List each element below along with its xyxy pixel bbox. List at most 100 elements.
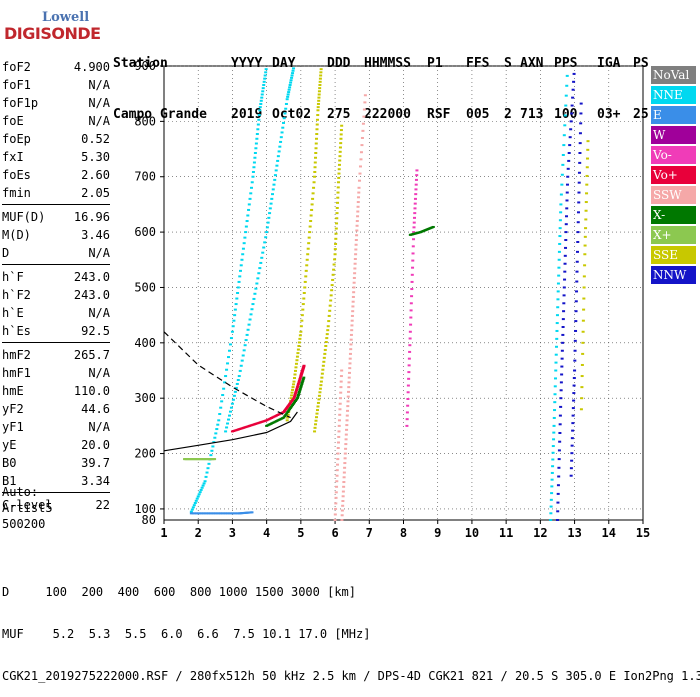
echo-point-nne [200,486,204,489]
echo-point-nnw [560,373,564,376]
echo-point-ssw [341,504,345,507]
echo-point-sse [316,114,320,117]
echo-point-nnw [572,80,576,83]
echo-point-vo- [409,316,413,319]
echo-point-ssw [336,458,340,461]
echo-point-vo- [293,392,297,395]
echo-point-ssw [341,500,345,503]
echo-point-nnw [558,414,562,417]
echo-point-nne [257,118,261,121]
echo-point-nne [238,269,242,272]
echo-point-sse [315,409,319,412]
echo-point-sse [289,397,293,400]
echo-point-nne [221,394,225,397]
echo-point-sse [290,394,294,397]
echo-point-nne [205,471,209,474]
echo-point-sse [325,337,329,340]
echo-point-nnw [560,349,564,352]
echo-point-sse [293,377,297,380]
echo-point-vo- [293,395,297,398]
echo-point-vo- [296,384,300,387]
echo-point-vo- [411,259,415,262]
echo-point-vo- [302,364,306,367]
echo-point-sse [583,253,587,256]
echo-point-sse [297,341,301,344]
echo-point-e [189,512,193,515]
echo-point-sse [296,352,300,355]
echo-point-vo- [407,371,411,374]
echo-point-vo- [414,178,418,181]
echo-point-nnw [559,381,563,384]
echo-point-sse [330,289,334,292]
echo-point-sse [333,253,337,256]
echo-point-sse [582,308,586,311]
echo-point-nne [251,303,255,306]
echo-point-ssw [341,495,345,498]
param-name: B0 [2,456,17,470]
echo-point-vo- [415,174,419,177]
echo-point-nne [554,353,558,356]
echo-point-e [230,512,234,515]
echo-point-ssw [340,519,344,521]
echo-point-sse [580,363,584,366]
echo-point-nne [553,409,557,412]
param-row: B0 39.7 [2,454,110,472]
echo-point-x- [287,409,291,412]
echo-point-sse [585,174,589,177]
echo-point-nne [209,454,213,457]
echo-point-nnw [566,167,570,170]
param-value: 110.0 [73,384,110,398]
header-label-1: YYYY [231,56,263,71]
echo-point-vo- [410,280,414,283]
param-value: 20.0 [81,438,110,452]
echo-point-sse [584,218,588,221]
echo-point-nne [215,428,219,431]
echo-point-sse [314,137,318,140]
echo-point-nnw [559,397,563,400]
echo-point-nne [228,343,232,346]
param-row: hmF2 265.7 [2,346,110,364]
echo-point-nne [218,413,222,416]
param-row: hmE 110.0 [2,382,110,400]
auto-label: Auto: [2,485,39,499]
echo-point-ssw [343,462,347,465]
echo-point-sse [317,90,321,93]
echo-point-vo- [412,221,416,224]
echo-point-nnw [578,152,582,155]
echo-point-nnw [561,318,565,321]
echo-point-ssw [355,234,359,237]
header-value-5: RSF [427,107,451,122]
param-name: yF2 [2,402,24,416]
echo-point-ssw [343,457,347,460]
echo-point-nne [553,393,557,396]
echo-point-sse [586,140,590,143]
echo-point-nnw [570,452,574,455]
echo-point-x- [282,416,286,419]
y-tick-label: 600 [134,225,156,239]
echo-point-sse [318,80,322,83]
echo-point-nnw [569,128,573,131]
echo-point-nnw [576,211,580,214]
echo-point-nne [252,161,256,164]
echo-point-nne [217,419,221,422]
echo-point-ssw [338,413,342,416]
echo-point-x- [285,412,289,415]
echo-point-ssw [336,441,340,444]
echo-point-e [236,512,240,515]
x-tick-label: 8 [400,526,407,540]
echo-point-sse [336,196,340,199]
echo-point-e [217,512,221,515]
echo-point-sse [312,186,316,189]
echo-point-vo- [408,337,412,340]
echo-point-sse [582,297,586,300]
echo-point-nnw [571,422,575,425]
echo-point-ssw [347,376,351,379]
param-value: 16.96 [73,210,110,224]
echo-point-nne [201,484,205,487]
echo-point-nnw [562,302,566,305]
echo-point-e [191,512,195,515]
echo-point-nne [262,80,266,83]
echo-point-nne [563,124,567,127]
echo-point-sse [314,416,318,419]
echo-point-sse [314,156,318,159]
